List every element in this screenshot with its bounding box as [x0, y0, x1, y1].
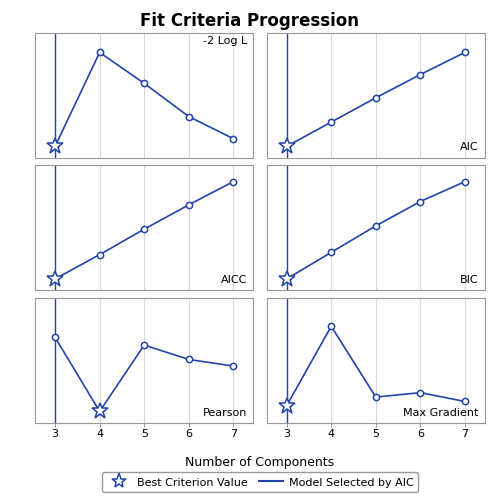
Text: AICC: AICC [220, 275, 247, 285]
Text: -2 Log L: -2 Log L [202, 36, 247, 46]
Text: Pearson: Pearson [202, 408, 247, 418]
Text: Number of Components: Number of Components [186, 456, 334, 469]
Text: BIC: BIC [460, 275, 478, 285]
Text: AIC: AIC [460, 142, 478, 152]
Text: Max Gradient: Max Gradient [403, 408, 478, 418]
Text: Fit Criteria Progression: Fit Criteria Progression [140, 12, 360, 30]
Legend: Best Criterion Value, Model Selected by AIC: Best Criterion Value, Model Selected by … [102, 472, 418, 492]
